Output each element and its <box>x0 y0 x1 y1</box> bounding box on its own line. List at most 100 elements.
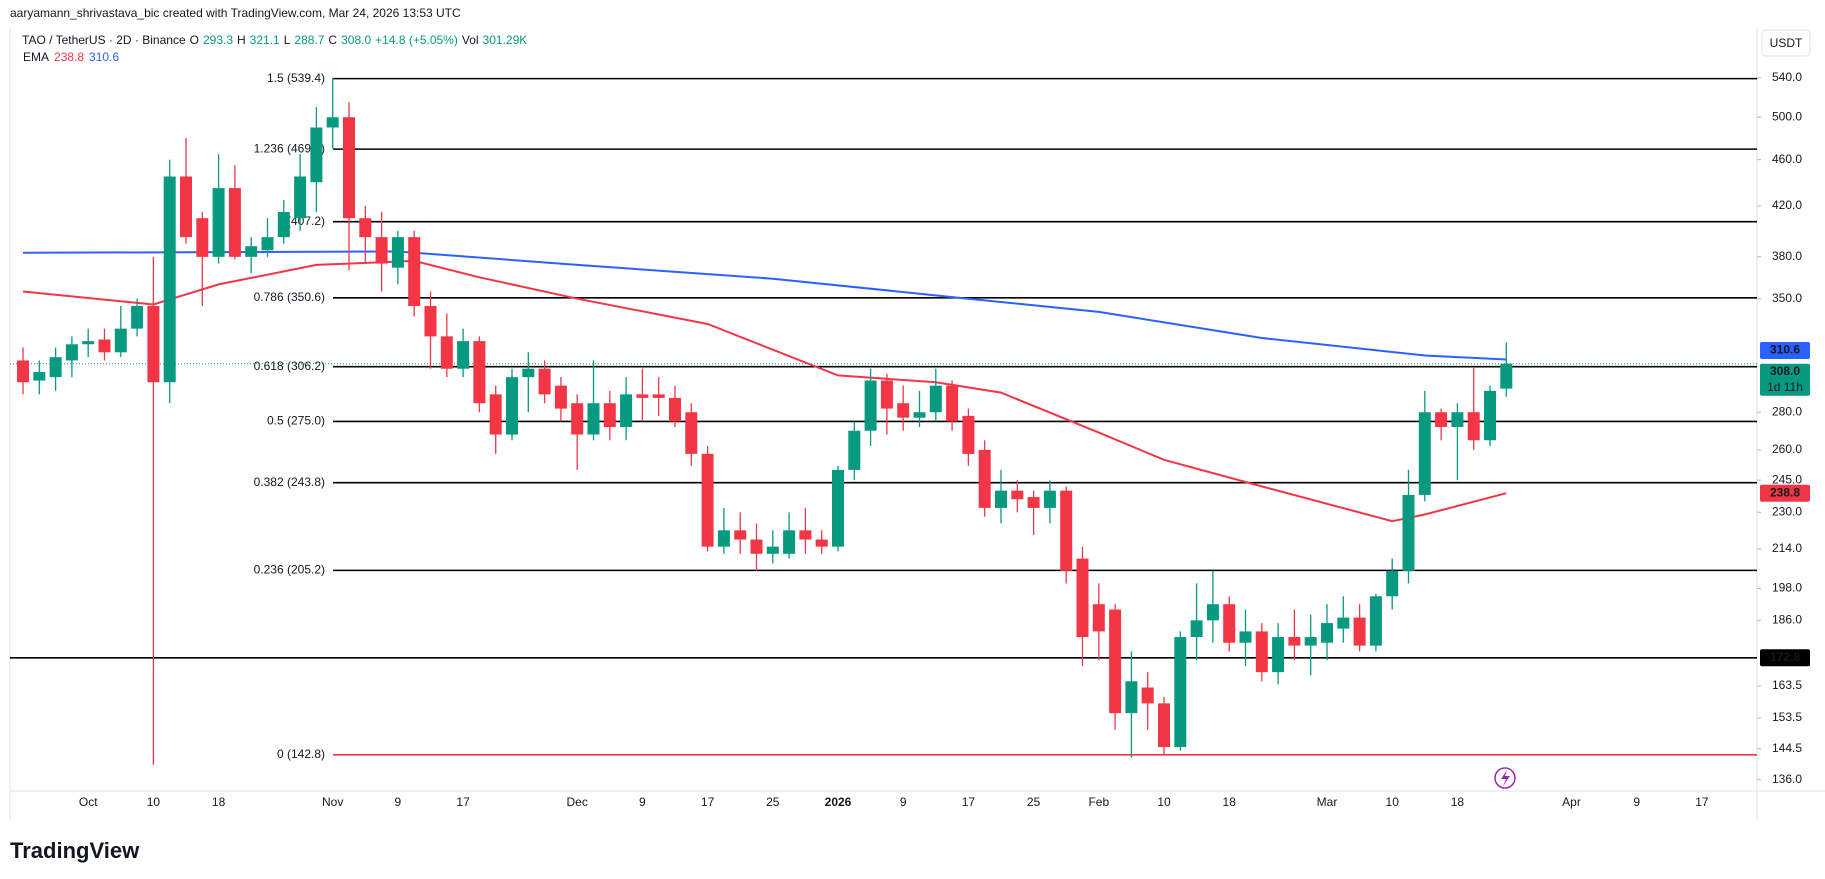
candle-body <box>196 218 209 257</box>
ohlc-value: 293.3 <box>203 33 233 47</box>
y-tick-label: 230.0 <box>1772 504 1802 518</box>
candle-body <box>946 385 959 422</box>
y-tick-label: 500.0 <box>1772 109 1802 123</box>
candle-body <box>750 539 763 554</box>
candle-body <box>1369 596 1382 646</box>
y-tick-label: 460.0 <box>1772 152 1802 166</box>
candle-body <box>1353 617 1366 646</box>
fib-label: 1.5 (539.4) <box>267 71 325 85</box>
indicator-text: 310.6 <box>89 50 119 64</box>
candle-body <box>228 188 241 257</box>
candle-body <box>261 237 274 251</box>
candle-body <box>717 530 730 547</box>
y-tick-label: 540.0 <box>1772 70 1802 84</box>
x-tick-label: 17 <box>701 795 715 809</box>
currency-button[interactable] <box>1761 29 1811 57</box>
y-tick-label: 350.0 <box>1772 291 1802 305</box>
candle-body <box>1288 637 1301 646</box>
x-tick-label: 9 <box>395 795 402 809</box>
candle-body <box>522 368 535 378</box>
candle-body <box>326 117 339 128</box>
y-tick-label: 163.5 <box>1772 678 1802 692</box>
candle-body <box>1206 604 1219 621</box>
ema-badge-bg <box>1760 341 1810 359</box>
candle-body <box>962 415 975 454</box>
ohlc-key: C <box>328 33 337 47</box>
x-tick-label: Mar <box>1317 795 1338 809</box>
candle-body <box>310 127 323 183</box>
y-tick-label: 380.0 <box>1772 249 1802 263</box>
credit: aaryamann_shrivastava_bic created with T… <box>10 6 461 20</box>
support-badge-bg <box>1760 649 1810 667</box>
candle-body <box>1337 617 1350 629</box>
indicator-legend: EMA 238.8 310.6 <box>23 50 119 64</box>
symbol-legend: TAO / TetherUS · 2D · Binance O 293.3 H 321.… <box>22 33 527 47</box>
candle-body <box>880 380 893 409</box>
ohlc-key: H <box>237 33 246 47</box>
candle-body <box>864 380 877 431</box>
candle-body <box>1239 631 1252 643</box>
x-tick-label: 17 <box>1695 795 1709 809</box>
candle-body <box>424 306 437 337</box>
candle-body <box>375 237 388 264</box>
price-badge-bg <box>1760 363 1810 396</box>
candle-body <box>114 328 127 353</box>
candle-body <box>799 530 812 540</box>
candle-body <box>33 372 46 381</box>
fib-label: 0.382 (243.8) <box>254 475 325 489</box>
candle-body <box>815 539 828 547</box>
y-tick-label: 198.0 <box>1772 581 1802 595</box>
candle-body <box>620 394 633 427</box>
candle-body <box>473 341 486 404</box>
y-tick-label: 144.5 <box>1772 741 1802 755</box>
y-tick-label: 420.0 <box>1772 198 1802 212</box>
candle-body <box>1304 637 1317 646</box>
candle-body <box>1060 490 1073 571</box>
candle-body <box>1043 490 1056 508</box>
candle-body <box>1435 412 1448 427</box>
y-tick-label: 153.5 <box>1772 710 1802 724</box>
x-tick-label: 18 <box>1223 795 1237 809</box>
candle-body <box>17 360 29 383</box>
candle-body <box>1109 609 1122 714</box>
ema-badge-bg <box>1760 484 1810 502</box>
candle-body <box>848 430 861 470</box>
x-tick-label: 25 <box>1027 795 1041 809</box>
countdown: 1d 11h <box>1767 380 1803 394</box>
y-tick-label: 186.0 <box>1772 613 1802 627</box>
y-tick-label: 214.0 <box>1772 541 1802 555</box>
candle-body <box>82 341 95 345</box>
candle-body <box>98 339 111 353</box>
ohlc-key: L <box>284 33 291 47</box>
candle-body <box>1174 637 1187 748</box>
candle-body <box>391 237 404 268</box>
x-tick-label: 9 <box>1633 795 1640 809</box>
candle-body <box>1386 570 1399 597</box>
candle-body <box>1223 604 1236 643</box>
candle-body <box>359 218 372 238</box>
x-tick-label: Nov <box>322 795 343 809</box>
x-tick-label: 17 <box>456 795 470 809</box>
symbol: TAO / TetherUS · 2D · Binance <box>22 33 186 47</box>
candle-body <box>1255 631 1268 673</box>
x-tick-label: 18 <box>1451 795 1465 809</box>
ema-badge: 310.6 <box>1770 343 1800 357</box>
candle-body <box>636 394 649 398</box>
candle-body <box>277 212 290 238</box>
candle-body <box>1418 412 1431 495</box>
ohlc-value: 308.0 <box>341 33 371 47</box>
currency[interactable]: USDT <box>1770 36 1803 50</box>
y-tick-label: 280.0 <box>1772 404 1802 418</box>
fib-label: 0.5 (275.0) <box>267 414 325 428</box>
candle-body <box>995 490 1007 508</box>
candle-body <box>685 412 698 454</box>
candle-body <box>65 344 78 361</box>
candle-body <box>1190 620 1203 638</box>
candle-body <box>131 306 144 329</box>
brand: TradingView <box>10 838 140 863</box>
fib-label: 0 (142.8) <box>277 747 325 761</box>
x-tick-label: Feb <box>1088 795 1109 809</box>
candle-body <box>506 377 518 435</box>
candle-body <box>587 403 600 435</box>
candle-body <box>1321 623 1333 643</box>
